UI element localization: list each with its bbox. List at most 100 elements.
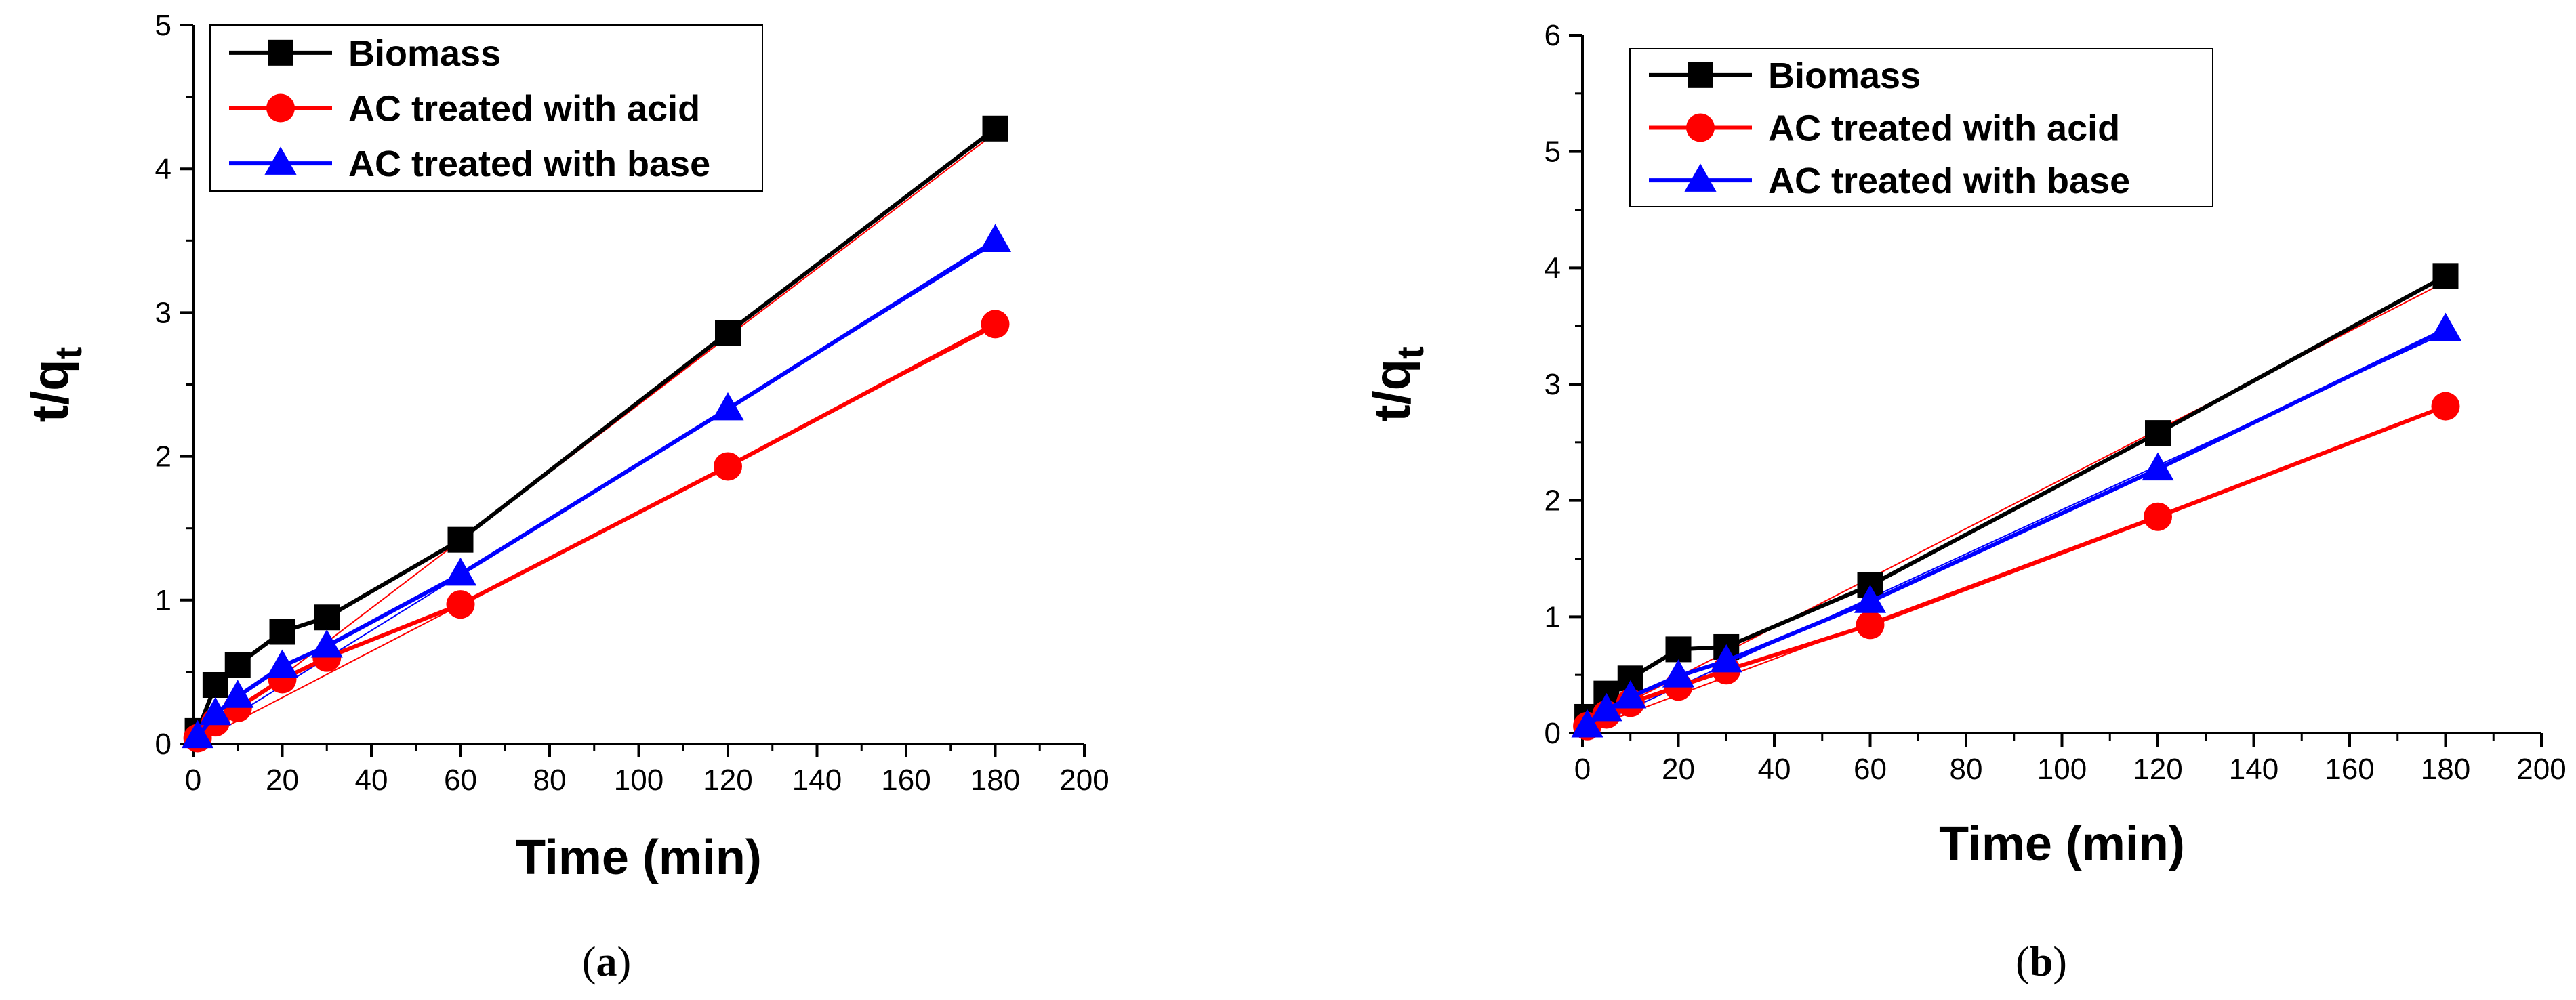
panel-label-close: ) xyxy=(617,939,632,985)
legend-marker xyxy=(266,93,295,123)
legend-label: Biomass xyxy=(1768,56,1921,96)
y-tick-label: 1 xyxy=(1545,600,1561,633)
y-axis-title-subscript: t xyxy=(1389,346,1431,359)
x-tick-label: 100 xyxy=(2037,753,2087,786)
y-tick-label: 2 xyxy=(1545,484,1561,518)
data-point xyxy=(715,320,741,346)
data-point xyxy=(979,224,1012,253)
x-tick-label: 160 xyxy=(2325,753,2374,786)
x-tick-label: 40 xyxy=(1758,753,1791,786)
data-point xyxy=(182,720,214,749)
panel-label-letter: a xyxy=(596,939,617,985)
x-tick-label: 40 xyxy=(355,764,388,797)
x-tick-label: 120 xyxy=(2133,753,2182,786)
panel-label-letter: b xyxy=(2030,939,2053,985)
data-point xyxy=(1571,709,1603,738)
y-tick-label: 1 xyxy=(155,584,171,617)
data-point xyxy=(202,671,228,698)
x-tick-label: 80 xyxy=(533,764,567,797)
data-point xyxy=(199,696,232,726)
data-point xyxy=(1710,644,1742,673)
legend-label: Biomass xyxy=(348,33,501,74)
data-point xyxy=(266,649,299,678)
y-tick-label: 6 xyxy=(1545,19,1561,52)
series-1 xyxy=(183,310,1010,753)
series-1 xyxy=(1573,392,2460,741)
x-tick-label: 140 xyxy=(792,764,842,797)
series-0 xyxy=(184,115,1008,744)
legend-marker xyxy=(264,146,297,175)
series-line xyxy=(195,127,997,732)
legend: Biomass AC treated with acid AC treated wi… xyxy=(1629,48,2213,207)
data-point xyxy=(1665,636,1692,663)
y-tick-label: 5 xyxy=(1545,136,1561,169)
legend-label: AC treated with acid xyxy=(348,89,700,129)
data-point xyxy=(2142,452,2174,481)
y-axis-title-main: t/q xyxy=(22,359,79,422)
y-axis-title: t/qt xyxy=(1364,346,1431,422)
data-point xyxy=(1854,585,1887,613)
x-tick-label: 160 xyxy=(881,764,931,797)
data-point xyxy=(447,526,474,553)
data-point xyxy=(712,392,744,421)
y-axis-title: t/qt xyxy=(22,347,89,423)
data-point xyxy=(446,590,475,619)
data-point xyxy=(1856,610,1885,640)
data-point xyxy=(314,604,340,631)
x-tick-label: 0 xyxy=(185,764,201,797)
x-tick-label: 180 xyxy=(970,764,1020,797)
legend-label: AC treated with base xyxy=(1768,161,2130,201)
data-point xyxy=(1662,659,1695,688)
legend-marker xyxy=(1688,62,1713,88)
data-point xyxy=(982,115,1008,142)
data-point xyxy=(981,310,1010,339)
data-point xyxy=(224,652,251,678)
y-tick-label: 0 xyxy=(155,728,171,761)
x-tick-label: 200 xyxy=(1059,764,1109,797)
y-tick-label: 5 xyxy=(155,9,171,42)
y-tick-label: 4 xyxy=(155,152,171,186)
data-point xyxy=(222,680,254,708)
x-tick-label: 200 xyxy=(2516,753,2566,786)
data-point xyxy=(2145,420,2171,446)
panel-label-open: ( xyxy=(582,939,596,985)
x-tick-label: 0 xyxy=(1574,753,1591,786)
x-tick-label: 20 xyxy=(1662,753,1695,786)
chart-panel-b: 0 20 40 60 80 100 120 140 160 180 200 0 1 2 3 4 5 6 Time (… xyxy=(1364,19,2567,985)
x-tick-label: 60 xyxy=(1854,753,1887,786)
x-tick-label: 60 xyxy=(444,764,477,797)
y-tick-label: 0 xyxy=(1545,717,1561,750)
panel-label: (b) xyxy=(2016,939,2067,985)
x-tick-label: 100 xyxy=(614,764,663,797)
legend-marker xyxy=(1686,113,1715,142)
legend-marker xyxy=(1684,163,1717,192)
legend-label: AC treated with acid xyxy=(1768,108,2120,149)
x-tick-label: 80 xyxy=(1950,753,1983,786)
series-0 xyxy=(1574,263,2459,730)
x-axis-title: Time (min) xyxy=(1939,817,2185,871)
y-tick-label: 2 xyxy=(155,440,171,474)
y-axis-title-main: t/q xyxy=(1364,359,1421,422)
data-point xyxy=(1590,692,1622,722)
x-tick-label: 140 xyxy=(2229,753,2278,786)
legend-label: AC treated with base xyxy=(348,144,710,184)
data-point xyxy=(269,619,295,645)
series-2 xyxy=(1571,312,2462,738)
x-axis-title: Time (min) xyxy=(516,831,762,885)
series-line xyxy=(196,322,996,740)
data-point xyxy=(2432,263,2459,289)
y-tick-label: 4 xyxy=(1545,251,1561,285)
x-tick-label: 180 xyxy=(2421,753,2470,786)
chart-panel-a: 0 20 40 60 80 100 120 140 160 180 200 0 1 2 3 4 5 Time (m… xyxy=(22,9,1109,985)
panel-label: (a) xyxy=(582,939,631,985)
data-point xyxy=(444,557,477,586)
data-point xyxy=(2429,312,2462,341)
data-point xyxy=(310,629,343,658)
data-point xyxy=(714,452,742,481)
x-tick-label: 20 xyxy=(266,764,299,797)
legend: Biomass AC treated with acid AC treated wi… xyxy=(209,24,763,192)
data-point xyxy=(2144,502,2172,531)
legend-marker xyxy=(268,39,293,66)
